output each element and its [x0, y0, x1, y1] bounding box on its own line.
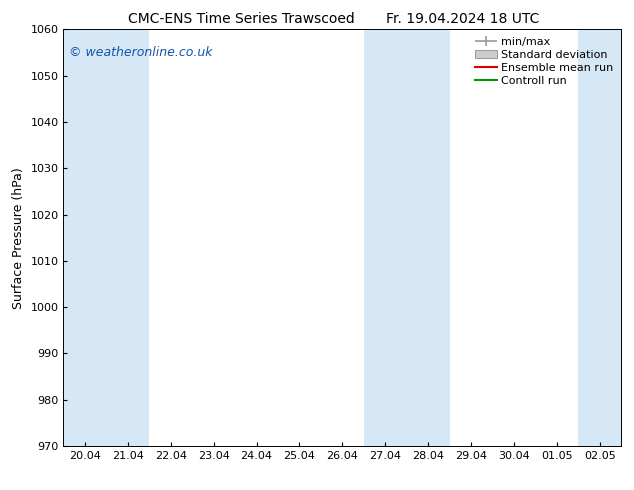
Bar [364, 29, 450, 446]
Bar [63, 29, 149, 446]
Text: © weatheronline.co.uk: © weatheronline.co.uk [69, 46, 212, 59]
Legend: min/max, Standard deviation, Ensemble mean run, Controll run: min/max, Standard deviation, Ensemble me… [470, 33, 618, 90]
Bar [578, 29, 621, 446]
Text: CMC-ENS Time Series Trawscoed: CMC-ENS Time Series Trawscoed [127, 12, 354, 26]
Text: Fr. 19.04.2024 18 UTC: Fr. 19.04.2024 18 UTC [386, 12, 540, 26]
Y-axis label: Surface Pressure (hPa): Surface Pressure (hPa) [12, 167, 25, 309]
